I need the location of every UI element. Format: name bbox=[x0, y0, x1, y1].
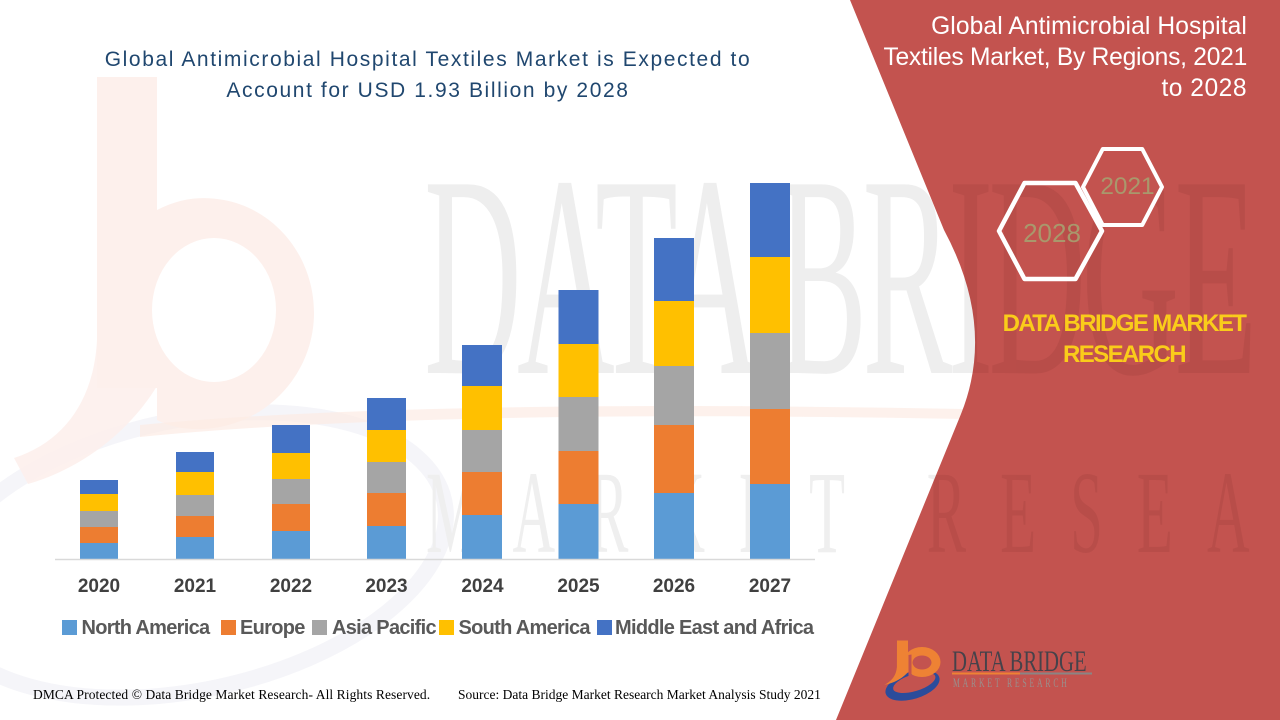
svg-text:MARKET RESEARCH: MARKET RESEARCH bbox=[953, 677, 1070, 690]
svg-text:DATA BRIDGE: DATA BRIDGE bbox=[952, 644, 1087, 678]
